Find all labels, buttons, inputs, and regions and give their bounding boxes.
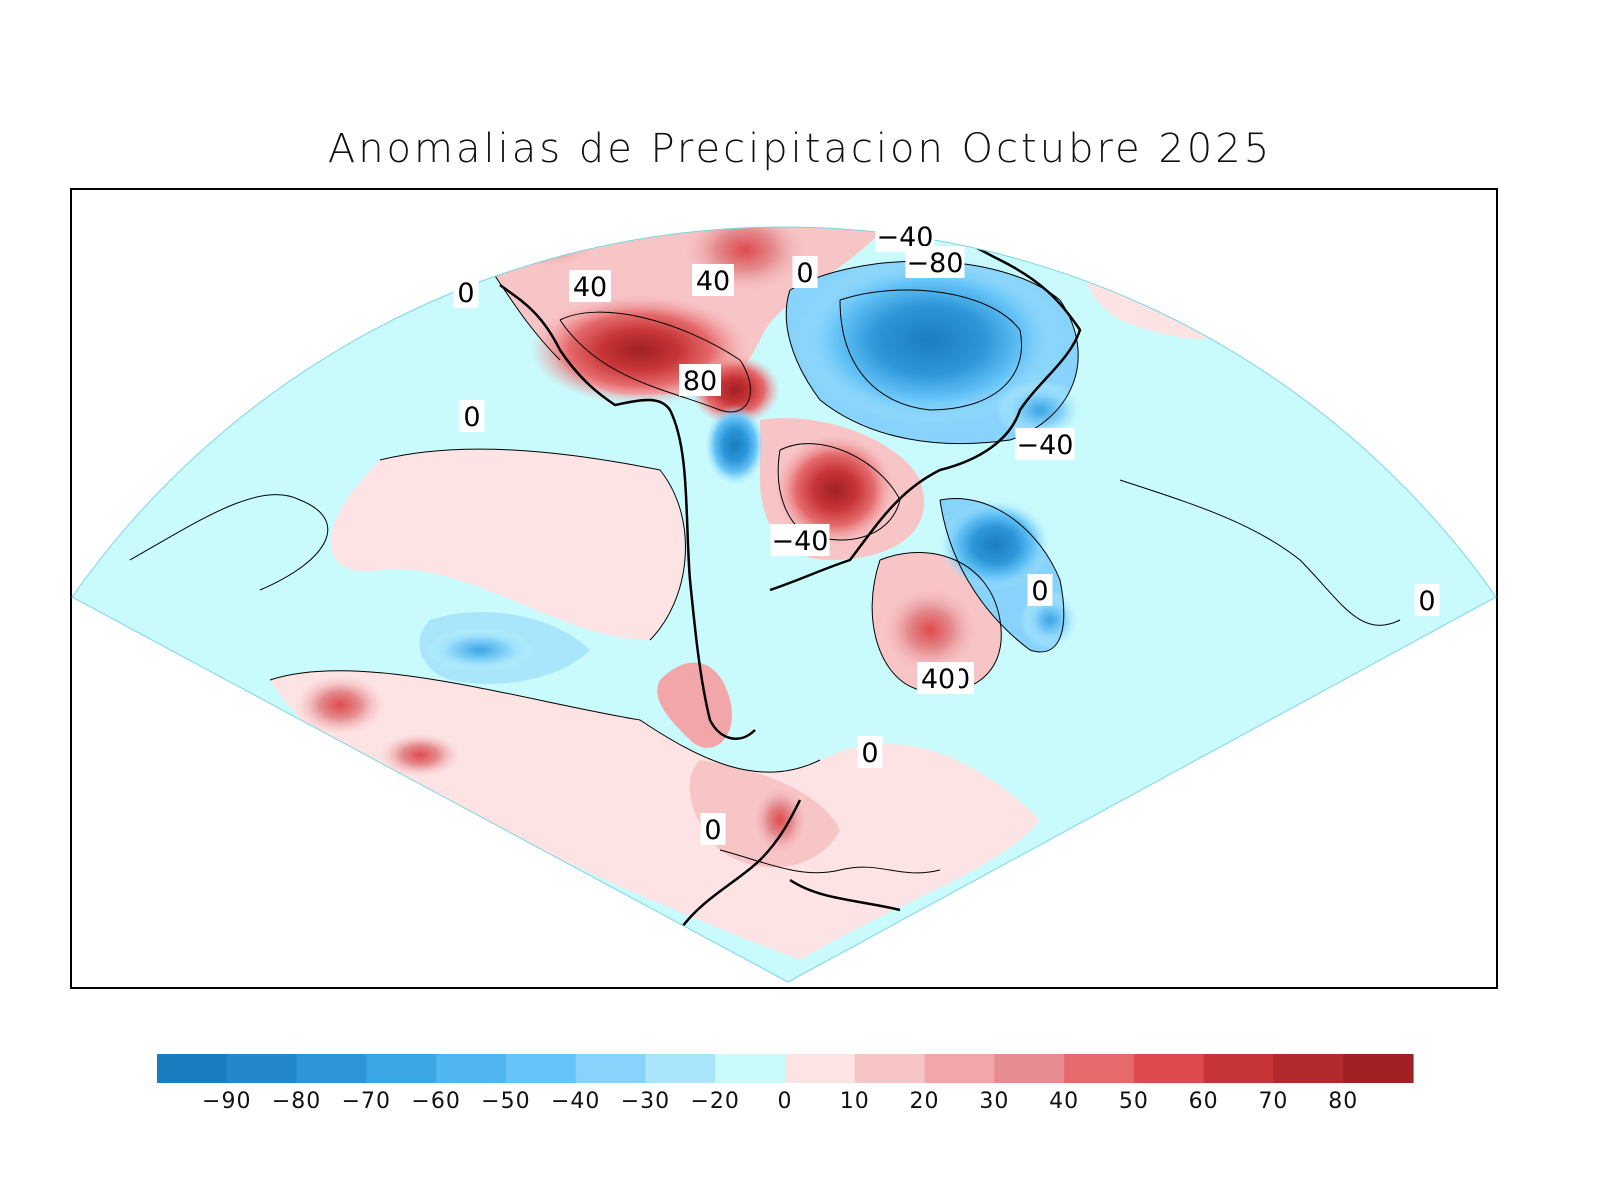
colorbar-tick-label: −50 [481,1089,530,1114]
colorbar-swatch [1064,1054,1135,1083]
colorbar-tick-label: 80 [1328,1089,1358,1114]
colorbar-tick-label: −20 [691,1089,740,1114]
contour-label-bg [700,813,726,845]
colorbar-tick-label: 20 [910,1089,940,1114]
contour-label-bg [770,524,830,556]
colorbar-swatch [1273,1054,1344,1083]
colorbar-swatch [924,1054,995,1083]
colorbar-tick-label: 40 [1049,1089,1079,1114]
contour-label-bg [1015,428,1075,460]
contour-label: −80 [907,248,964,279]
contour-label-bg [1414,584,1440,616]
colorbar-tick-label: 60 [1189,1089,1219,1114]
colorbar-tick-label: −30 [621,1089,670,1114]
colorbar-swatch [1343,1054,1414,1083]
contour-label: 80 [683,366,717,397]
colorbar-tick-label: 30 [979,1089,1009,1114]
contour-label-bg [459,400,485,432]
colorbar-swatch [854,1054,926,1083]
contour-label-bg [692,264,734,296]
contour-label: −40 [772,526,829,557]
colorbar: −90 −80 −70 −60 −50 −40 −30 −20 0 10 20 30 40 50 60 70 8… [157,1054,1414,1114]
contour-label-bg [905,246,965,278]
colorbar-tick-label: 0 [778,1089,793,1114]
colorbar-swatch [715,1054,786,1083]
colorbar-tick-label: 50 [1119,1089,1149,1114]
contour-label-bg [917,662,959,694]
contour-label: 0 [1031,576,1048,607]
contour-label: 40 [696,266,730,297]
colorbar-swatch [785,1054,856,1083]
contour-label: 0 [796,258,813,289]
contour-label: 0 [463,402,480,433]
contour-label: 0 [1418,586,1435,617]
colorbar-swatch [994,1054,1065,1083]
contour-label: 0 [861,738,878,769]
contour-label-bg [679,364,721,396]
map-sector [71,226,1497,983]
colorbar-swatch [1133,1054,1205,1083]
colorbar-tick-label: −80 [272,1089,321,1114]
contour-label: −40 [1017,430,1074,461]
colorbar-swatch [575,1054,647,1083]
colorbar-swatch [226,1054,298,1083]
colorbar-swatch [645,1054,716,1083]
colorbar-tick-label: −70 [342,1089,391,1114]
colorbar-swatch [1203,1054,1275,1083]
contour-label-bg [792,256,818,288]
colorbar-swatch [296,1054,367,1083]
colorbar-tick-label: −40 [551,1089,600,1114]
colorbar-swatch [505,1054,577,1083]
colorbar-swatch [366,1054,437,1083]
contour-label-bg [857,736,883,768]
colorbar-tick-label: 70 [1258,1089,1288,1114]
colorbar-tick-label: 10 [840,1089,870,1114]
colorbar-tick-label: −90 [202,1089,251,1114]
contour-label-bg [569,270,611,302]
contour-label-bg [453,276,479,308]
map-title: Anomalias de Precipitacion Octubre 2025 [327,126,1273,172]
colorbar-swatch [157,1054,228,1083]
colorbar-swatch [436,1054,507,1083]
contour-label: 40 [921,664,955,695]
colorbar-tick-label: −60 [411,1089,460,1114]
contour-label-bg [1027,574,1053,606]
contour-label: 0 [457,278,474,309]
contour-label: 0 [704,815,721,846]
contour-label: 40 [573,272,607,303]
